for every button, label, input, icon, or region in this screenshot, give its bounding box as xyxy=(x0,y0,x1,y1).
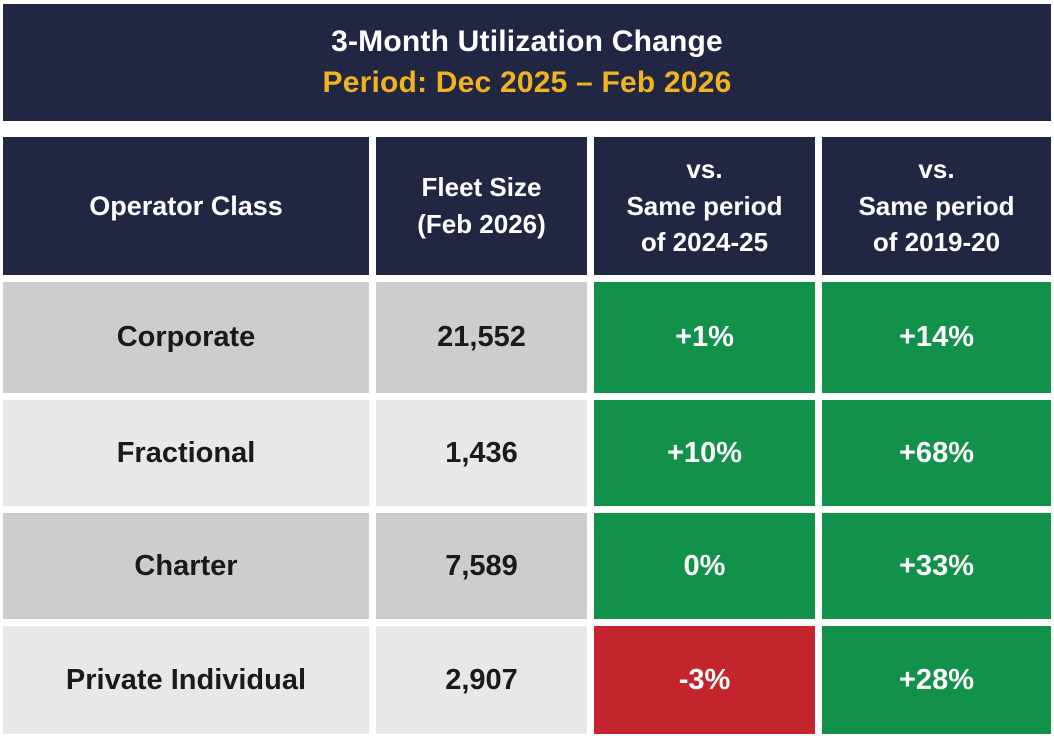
cell-vs-2019-20: +33% xyxy=(822,513,1051,619)
cell-vs-2019-20: +68% xyxy=(822,400,1051,506)
cell-operator: Corporate xyxy=(3,282,369,393)
cell-vs-2019-20: +28% xyxy=(822,626,1051,734)
cell-operator: Charter xyxy=(3,513,369,619)
column-header-fleet-size: Fleet Size (Feb 2026) xyxy=(376,137,587,275)
title-banner: 3-Month Utilization Change Period: Dec 2… xyxy=(3,4,1051,121)
cell-fleet-size: 1,436 xyxy=(376,400,587,506)
cell-operator: Fractional xyxy=(3,400,369,506)
cell-vs-2019-20: +14% xyxy=(822,282,1051,393)
chart-period-subtitle: Period: Dec 2025 – Feb 2026 xyxy=(322,66,732,99)
cell-fleet-size: 21,552 xyxy=(376,282,587,393)
cell-operator: Private Individual xyxy=(3,626,369,734)
cell-vs-2024-25: -3% xyxy=(594,626,815,734)
cell-fleet-size: 7,589 xyxy=(376,513,587,619)
cell-vs-2024-25: +1% xyxy=(594,282,815,393)
column-header-operator-class: Operator Class xyxy=(3,137,369,275)
utilization-table: Operator Class Fleet Size (Feb 2026) vs.… xyxy=(3,137,1051,734)
column-header-vs-2019-20: vs. Same period of 2019-20 xyxy=(822,137,1051,275)
column-header-vs-2024-25: vs. Same period of 2024-25 xyxy=(594,137,815,275)
cell-fleet-size: 2,907 xyxy=(376,626,587,734)
cell-vs-2024-25: +10% xyxy=(594,400,815,506)
cell-vs-2024-25: 0% xyxy=(594,513,815,619)
chart-title: 3-Month Utilization Change xyxy=(331,25,723,58)
